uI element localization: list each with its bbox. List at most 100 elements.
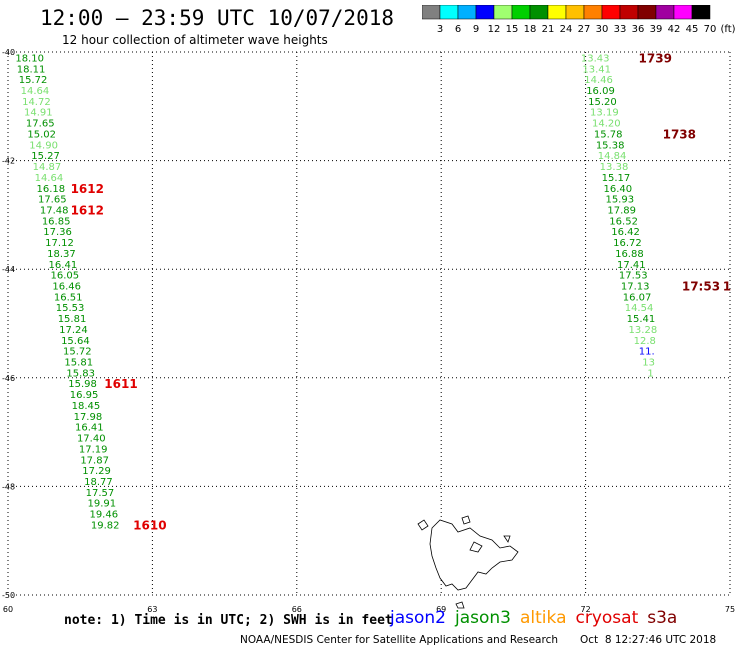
colorbar-tick-label: 42 — [668, 24, 681, 35]
islet — [469, 541, 483, 553]
swh-value-label: 13.43 — [581, 53, 610, 64]
swh-value-label: 15.81 — [58, 314, 87, 325]
swh-tracks: 18.1018.1115.7214.6414.7214.9117.6515.02… — [15, 53, 657, 531]
swh-value-label: 15.72 — [63, 347, 92, 358]
colorbar-tick-label: 27 — [578, 24, 591, 35]
swh-value-label: 14.46 — [584, 75, 613, 86]
y-tick-label: -48 — [2, 482, 15, 491]
grid — [7, 51, 731, 596]
swh-value-label: 15.02 — [27, 129, 56, 140]
legend-entry-altika: altika — [520, 608, 567, 628]
swh-value-label: 16.09 — [586, 86, 615, 97]
swh-value-label: 17.24 — [59, 325, 88, 336]
satellite-track: 18.1018.1115.7214.6414.7214.9117.6515.02… — [15, 53, 119, 531]
colorbar-tick-label: 18 — [524, 24, 537, 35]
x-tick-label: 66 — [292, 605, 302, 614]
colorbar-tick-label: 9 — [473, 24, 479, 35]
swh-value-label: 17.19 — [79, 444, 108, 455]
x-tick-label: 60 — [3, 605, 13, 614]
swh-value-label: 19.82 — [91, 520, 120, 531]
swh-value-label: 16.72 — [613, 238, 642, 249]
swh-value-label: 16.51 — [54, 292, 83, 303]
colorbar-swatch — [691, 5, 711, 20]
time-label: 1612 — [71, 203, 104, 217]
swh-value-label: 14.87 — [33, 162, 62, 173]
swh-value-label: 17.29 — [82, 466, 111, 477]
swh-value-label: 16.07 — [623, 292, 652, 303]
swh-value-label: 17.12 — [45, 238, 74, 249]
swh-value-label: 14.64 — [35, 173, 64, 184]
swh-value-label: 16.41 — [75, 423, 104, 434]
colorbar-tick-label: 33 — [614, 24, 627, 35]
legend-entry-jason3: jason3 — [455, 608, 511, 628]
islet — [503, 535, 511, 543]
swh-value-label: 14.91 — [24, 108, 53, 119]
colorbar-tick-label: 36 — [632, 24, 645, 35]
swh-value-label: 15.78 — [594, 129, 623, 140]
swh-value-label: 13.38 — [600, 162, 629, 173]
swh-value-label: 15.64 — [61, 336, 90, 347]
y-tick-label: -42 — [2, 157, 15, 166]
swh-value-label: 18.77 — [84, 477, 113, 488]
x-tick-label: 75 — [725, 605, 735, 614]
swh-value-label: 19.46 — [89, 510, 118, 521]
swh-value-label: 15.17 — [602, 173, 631, 184]
swh-value-label: 15.72 — [19, 75, 48, 86]
swh-value-label: 14.84 — [598, 151, 627, 162]
credit-line: NOAA/NESDIS Center for Satellite Applica… — [240, 634, 738, 646]
swh-value-label: 15.38 — [596, 140, 625, 151]
y-tick-label: -46 — [2, 374, 15, 383]
swh-value-label: 17.53 — [619, 271, 648, 282]
island-outline — [417, 515, 519, 609]
swh-value-label: 16.40 — [604, 184, 633, 195]
footer-note: note: 1) Time is in UTC; 2) SWH is in fe… — [64, 613, 393, 628]
swh-value-label: 13.19 — [590, 108, 619, 119]
colorbar-tick-label: 70 — [704, 24, 717, 35]
swh-value-label: 13.28 — [629, 325, 658, 336]
swh-value-label: 17.87 — [80, 455, 109, 466]
swh-value-label: 17.36 — [43, 227, 72, 238]
colorbar-tick-label: 6 — [455, 24, 461, 35]
swh-value-label: 17.48 — [40, 205, 69, 216]
swh-value-label: 17.65 — [26, 119, 55, 130]
swh-value-label: 15.41 — [627, 314, 656, 325]
swh-value-label: 18.11 — [17, 64, 46, 75]
chart-subtitle: 12 hour collection of altimeter wave hei… — [62, 33, 328, 47]
credit-timestamp: Oct 8 12:27:46 UTC 2018 — [580, 634, 717, 646]
legend-entry-s3a: s3a — [647, 608, 678, 628]
swh-value-label: 16.41 — [49, 260, 78, 271]
time-label: 1739 — [639, 51, 672, 65]
swh-value-label: 18.37 — [47, 249, 76, 260]
x-tick-label: 69 — [436, 605, 446, 614]
chart-title: 12:00 – 23:59 UTC 10/07/2018 — [40, 6, 395, 30]
swh-value-label: 16.95 — [70, 390, 99, 401]
colorbar-unit: (ft) — [720, 24, 735, 35]
colorbar-tick-label: 21 — [542, 24, 555, 35]
y-tick-label: -44 — [2, 265, 15, 274]
swh-value-label: 17.40 — [77, 434, 106, 445]
swh-value-label: 17.89 — [607, 205, 636, 216]
swh-value-label: 18.45 — [72, 401, 101, 412]
island-main — [429, 519, 519, 591]
islet — [417, 519, 429, 531]
time-label: 1611 — [104, 377, 137, 391]
colorbar-tick-label: 24 — [560, 24, 573, 35]
swh-value-label: 11. — [639, 347, 655, 358]
swh-value-label: 17.13 — [621, 281, 650, 292]
islet — [461, 515, 471, 525]
swh-value-label: 17.41 — [617, 260, 646, 271]
swh-value-label: 12.8 — [634, 336, 656, 347]
swh-value-label: 15.53 — [56, 303, 85, 314]
swh-value-label: 17.98 — [74, 412, 103, 423]
colorbar-tick-label: 15 — [506, 24, 519, 35]
swh-value-label: 16.52 — [609, 216, 638, 227]
time-label: 17:53 — [682, 279, 720, 293]
swh-value-label: 16.46 — [52, 281, 81, 292]
swh-value-label: 1 — [647, 368, 653, 379]
swh-value-label: 14.20 — [592, 119, 621, 130]
legend-entry-cryosat: cryosat — [575, 608, 639, 628]
swh-value-label: 15.98 — [68, 379, 97, 390]
time-label: 1 — [723, 279, 731, 293]
